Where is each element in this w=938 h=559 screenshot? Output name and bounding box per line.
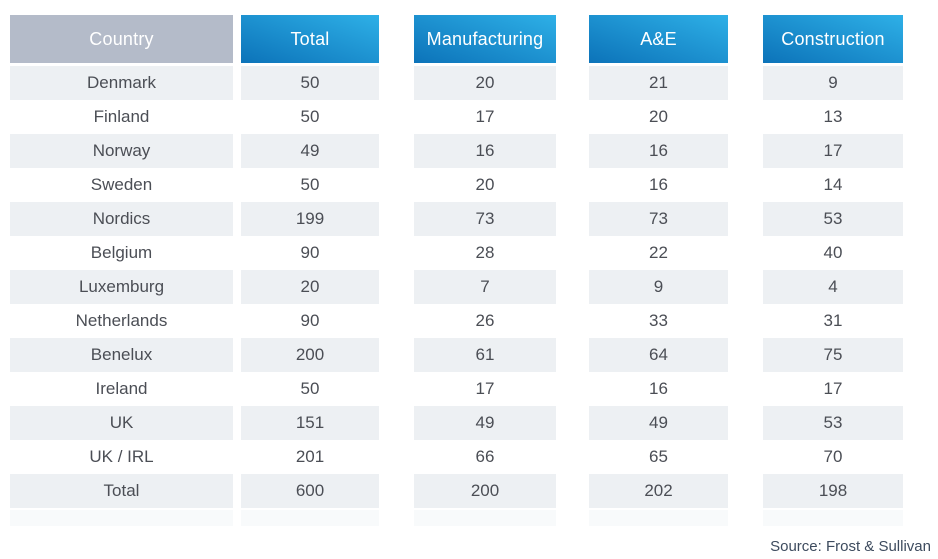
- table-cell-manufacturing: 16: [414, 134, 556, 168]
- table-cell-construction: 70: [823, 447, 843, 466]
- table-cell-ae: 16: [589, 134, 728, 168]
- table-row: Denmark 50 20 21 9: [10, 66, 903, 100]
- survey-respondents-table: Country Total Manufacturing A&E Construc…: [10, 15, 903, 526]
- table-cell-total: 49: [241, 134, 379, 168]
- row-label: Total: [10, 474, 233, 508]
- row-label: Benelux: [10, 338, 233, 372]
- table-cell-construction: 198: [763, 474, 903, 508]
- row-label: Finland: [93, 107, 150, 126]
- table-cell-total: 20: [241, 270, 379, 304]
- table-cell-construction: 14: [823, 175, 843, 194]
- table-cell-manufacturing: 61: [414, 338, 556, 372]
- ghost-cell: [10, 510, 233, 526]
- table-cell-total: 90: [300, 243, 320, 262]
- ghost-row: [10, 510, 903, 526]
- row-label: Sweden: [90, 175, 153, 194]
- table-cell-manufacturing: 7: [414, 270, 556, 304]
- table-row: Luxemburg 20 7 9 4: [10, 270, 903, 304]
- row-label: Denmark: [10, 66, 233, 100]
- table-cell-total: 199: [241, 202, 379, 236]
- table-cell-ae: 16: [649, 379, 668, 398]
- table-cell-total: 600: [241, 474, 379, 508]
- row-label: Belgium: [90, 243, 153, 262]
- table-cell-manufacturing: 17: [475, 107, 495, 126]
- column-header-manufacturing: Manufacturing: [414, 15, 556, 63]
- table-cell-construction: 13: [823, 107, 843, 126]
- table-cell-manufacturing: 26: [475, 311, 495, 330]
- table-cell-construction: 31: [823, 311, 843, 330]
- ghost-cell: [589, 510, 728, 526]
- table-cell-total: 200: [241, 338, 379, 372]
- table-cell-construction: 53: [763, 406, 903, 440]
- table-cell-ae: 22: [649, 243, 668, 262]
- table-row: Netherlands 90 26 33 31: [10, 304, 903, 338]
- table-cell-manufacturing: 20: [414, 66, 556, 100]
- table-row: Belgium 90 28 22 40: [10, 236, 903, 270]
- column-header-construction: Construction: [763, 15, 903, 63]
- table-header-row: Country Total Manufacturing A&E Construc…: [10, 15, 903, 63]
- table-cell-total: 50: [241, 66, 379, 100]
- table-cell-manufacturing: 28: [475, 243, 495, 262]
- table-cell-total: 90: [300, 311, 320, 330]
- table-cell-ae: 16: [649, 175, 668, 194]
- row-label: Netherlands: [75, 311, 168, 330]
- table-cell-ae: 49: [589, 406, 728, 440]
- table-cell-construction: 53: [763, 202, 903, 236]
- table-row: Norway 49 16 16 17: [10, 134, 903, 168]
- table-cell-ae: 202: [589, 474, 728, 508]
- table-cell-ae: 64: [589, 338, 728, 372]
- table-cell-manufacturing: 20: [475, 175, 495, 194]
- table-row: Total 600 200 202 198: [10, 474, 903, 508]
- table-row: Nordics 199 73 73 53: [10, 202, 903, 236]
- table-cell-manufacturing: 200: [414, 474, 556, 508]
- table-cell-ae: 9: [589, 270, 728, 304]
- row-label: UK: [10, 406, 233, 440]
- table-cell-ae: 73: [589, 202, 728, 236]
- table-cell-construction: 75: [763, 338, 903, 372]
- table-cell-construction: 9: [763, 66, 903, 100]
- row-label: Luxemburg: [10, 270, 233, 304]
- table-row: Ireland 50 17 16 17: [10, 372, 903, 406]
- table-cell-total: 50: [300, 175, 320, 194]
- table-body: Denmark 50 20 21 9 Finland 50 17 20 13 Norway 49 16 1…: [10, 66, 903, 508]
- column-header-country: Country: [10, 15, 233, 63]
- table-cell-total: 151: [241, 406, 379, 440]
- column-header-ae: A&E: [589, 15, 728, 63]
- table-cell-ae: 33: [649, 311, 668, 330]
- ghost-cell: [763, 510, 903, 526]
- table-cell-ae: 21: [589, 66, 728, 100]
- table-cell-ae: 20: [649, 107, 668, 126]
- table-cell-construction: 17: [823, 379, 843, 398]
- row-label: UK / IRL: [89, 447, 154, 466]
- ghost-cell: [241, 510, 379, 526]
- row-label: Nordics: [10, 202, 233, 236]
- table-cell-construction: 4: [763, 270, 903, 304]
- table-row: Sweden 50 20 16 14: [10, 168, 903, 202]
- table-row: Finland 50 17 20 13: [10, 100, 903, 134]
- table-cell-manufacturing: 17: [475, 379, 495, 398]
- column-header-total: Total: [241, 15, 379, 63]
- row-label: Norway: [10, 134, 233, 168]
- table-cell-total: 50: [300, 107, 320, 126]
- table-cell-total: 50: [300, 379, 320, 398]
- table-cell-manufacturing: 66: [475, 447, 495, 466]
- table-cell-total: 201: [295, 447, 325, 466]
- table-row: Benelux 200 61 64 75: [10, 338, 903, 372]
- table-cell-manufacturing: 73: [414, 202, 556, 236]
- table-cell-manufacturing: 49: [414, 406, 556, 440]
- table-row: UK / IRL 201 66 65 70: [10, 440, 903, 474]
- table-row: UK 151 49 49 53: [10, 406, 903, 440]
- source-note: Source: Frost & Sullivan: [770, 538, 931, 555]
- row-label: Ireland: [95, 379, 148, 398]
- table-cell-construction: 40: [823, 243, 843, 262]
- table-cell-construction: 17: [763, 134, 903, 168]
- ghost-cell: [414, 510, 556, 526]
- table-cell-ae: 65: [649, 447, 668, 466]
